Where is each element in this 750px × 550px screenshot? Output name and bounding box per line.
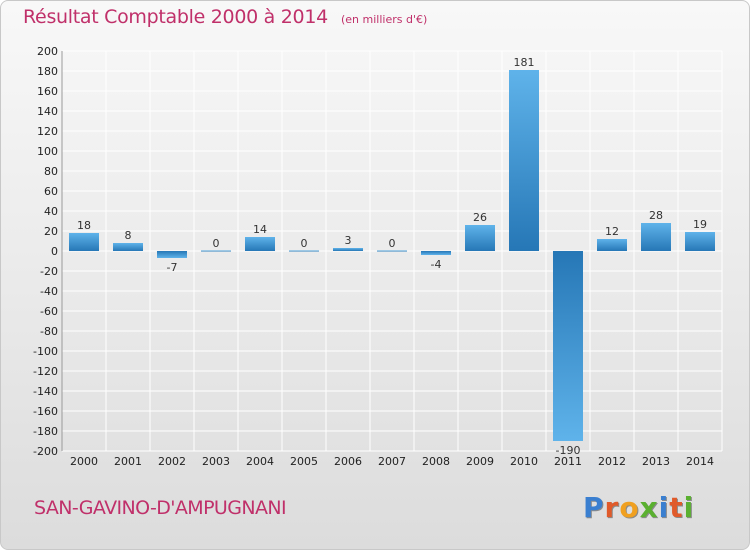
y-tick-label: 40 xyxy=(44,205,58,218)
logo-letter: r xyxy=(604,491,620,524)
logo-letter: P xyxy=(583,491,605,524)
data-label: 0 xyxy=(213,237,220,250)
bars xyxy=(69,70,715,441)
bar xyxy=(685,232,715,251)
data-label: -4 xyxy=(431,258,442,271)
data-label: 0 xyxy=(301,237,308,250)
chart-title: Résultat Comptable 2000 à 2014 xyxy=(23,6,328,28)
proxiti-logo[interactable]: Proxiti xyxy=(583,491,694,524)
commune-name: SAN-GAVINO-D'AMPUGNANI xyxy=(34,497,287,519)
bar xyxy=(69,233,99,251)
logo-letter: i xyxy=(683,491,695,524)
y-tick-label: -60 xyxy=(40,305,58,318)
bar xyxy=(465,225,495,251)
x-tick-label: 2005 xyxy=(290,455,318,468)
data-label: 0 xyxy=(389,237,396,250)
y-tick-label: 160 xyxy=(37,85,58,98)
x-tick-label: 2009 xyxy=(466,455,494,468)
x-tick-label: 2011 xyxy=(554,455,582,468)
title-row: Résultat Comptable 2000 à 2014 (en milli… xyxy=(23,6,427,28)
data-label: 19 xyxy=(693,218,707,231)
data-label: 3 xyxy=(345,234,352,247)
data-label: -7 xyxy=(167,261,178,274)
logo-letter: i xyxy=(658,491,670,524)
y-tick-label: -80 xyxy=(40,325,58,338)
y-tick-label: 120 xyxy=(37,125,58,138)
y-tick-label: 20 xyxy=(44,225,58,238)
bar xyxy=(421,251,451,255)
bar xyxy=(113,243,143,251)
bar xyxy=(333,248,363,251)
x-tick-label: 2013 xyxy=(642,455,670,468)
y-tick-label: 140 xyxy=(37,105,58,118)
y-axis-ticks: 200180160140120100806040200-20-40-60-80-… xyxy=(33,45,58,458)
y-tick-label: -140 xyxy=(33,385,58,398)
y-tick-label: -120 xyxy=(33,365,58,378)
data-label: 26 xyxy=(473,211,487,224)
logo-letter: o xyxy=(619,491,640,524)
x-tick-label: 2012 xyxy=(598,455,626,468)
y-tick-label: -20 xyxy=(40,265,58,278)
logo-letter: x xyxy=(639,491,659,524)
bar xyxy=(157,251,187,258)
bar xyxy=(641,223,671,251)
x-tick-label: 2003 xyxy=(202,455,230,468)
y-tick-label: -40 xyxy=(40,285,58,298)
y-tick-label: 100 xyxy=(37,145,58,158)
data-label: 12 xyxy=(605,225,619,238)
bar xyxy=(377,250,407,252)
x-axis-ticks: 2000 2001 2002 2003 2004 2005 2006 2007 2008 2009… xyxy=(70,455,714,468)
data-label: 14 xyxy=(253,223,267,236)
x-tick-label: 2007 xyxy=(378,455,406,468)
y-tick-label: -100 xyxy=(33,345,58,358)
data-label: 28 xyxy=(649,209,663,222)
bar xyxy=(597,239,627,251)
x-tick-label: 2004 xyxy=(246,455,274,468)
x-tick-label: 2000 xyxy=(70,455,98,468)
data-label: -190 xyxy=(556,444,581,457)
unit-note: (en milliers d'€) xyxy=(340,13,428,26)
data-label: 181 xyxy=(514,56,535,69)
data-label: 8 xyxy=(125,229,132,242)
y-tick-label: 200 xyxy=(37,45,58,58)
x-tick-label: 2010 xyxy=(510,455,538,468)
y-tick-label: 80 xyxy=(44,165,58,178)
bar xyxy=(553,251,583,441)
x-tick-label: 2001 xyxy=(114,455,142,468)
y-tick-label: 60 xyxy=(44,185,58,198)
y-tick-label: -200 xyxy=(33,445,58,458)
y-tick-label: 180 xyxy=(37,65,58,78)
bar xyxy=(201,250,231,252)
y-tick-label: 0 xyxy=(51,245,58,258)
y-tick-label: -160 xyxy=(33,405,58,418)
data-labels: 18 8 -7 0 14 0 3 0 -4 26 181 -190 12 28 19 xyxy=(77,56,707,457)
bar xyxy=(245,237,275,251)
logo-letter: t xyxy=(669,491,684,524)
x-tick-label: 2014 xyxy=(686,455,714,468)
bar xyxy=(509,70,539,251)
data-label: 18 xyxy=(77,219,91,232)
x-tick-label: 2006 xyxy=(334,455,362,468)
y-tick-label: -180 xyxy=(33,425,58,438)
x-tick-label: 2008 xyxy=(422,455,450,468)
bar xyxy=(289,250,319,252)
x-tick-label: 2002 xyxy=(158,455,186,468)
